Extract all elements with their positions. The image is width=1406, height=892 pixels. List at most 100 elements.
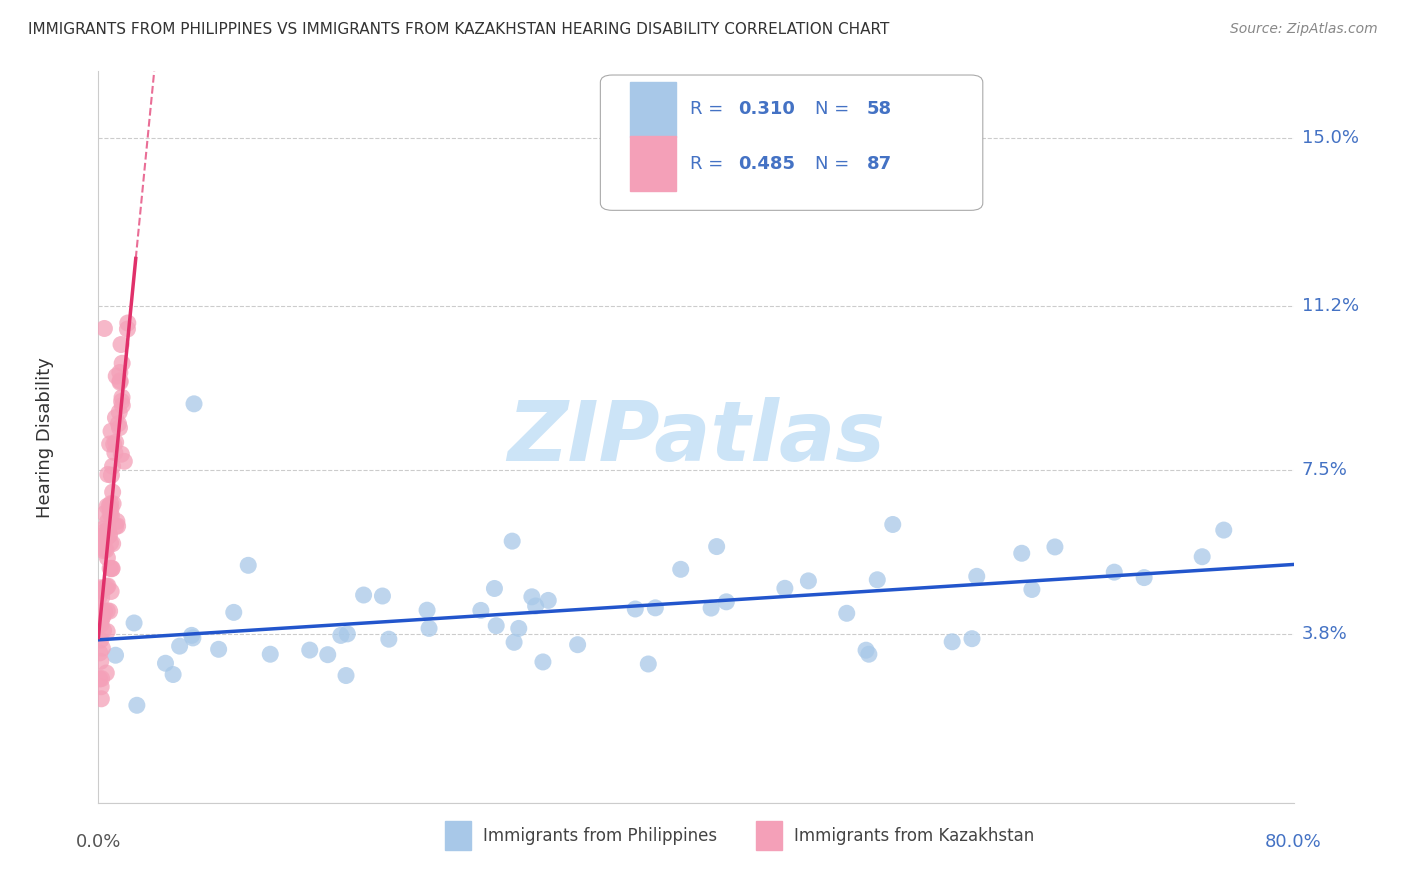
Point	[108, 366, 131, 380]
Point	[336, 627, 359, 641]
Point	[90, 691, 112, 706]
Point	[567, 638, 589, 652]
Bar	[630, 82, 676, 136]
Point	[93, 624, 115, 638]
Point	[418, 621, 440, 635]
Point	[169, 639, 191, 653]
Point	[112, 454, 135, 468]
Point	[98, 528, 121, 542]
Point	[855, 643, 877, 657]
Point	[624, 602, 647, 616]
Text: 7.5%: 7.5%	[1302, 461, 1348, 479]
Point	[93, 528, 115, 542]
Point	[117, 322, 139, 336]
Point	[716, 595, 738, 609]
Point	[96, 580, 118, 594]
Point	[125, 698, 148, 713]
Point	[1043, 540, 1066, 554]
Point	[105, 369, 128, 384]
Point	[637, 657, 659, 671]
Point	[91, 641, 114, 656]
Point	[537, 593, 560, 607]
Point	[101, 485, 124, 500]
Point	[524, 599, 547, 613]
Point	[105, 514, 128, 528]
Point	[298, 643, 321, 657]
Point	[111, 390, 134, 404]
Point	[1212, 523, 1234, 537]
Point	[96, 604, 118, 618]
Point	[89, 672, 111, 686]
Text: N =: N =	[815, 154, 855, 172]
Point	[501, 534, 523, 549]
Point	[96, 500, 118, 514]
Point	[470, 603, 492, 617]
Point	[97, 522, 120, 536]
Point	[111, 399, 134, 413]
Point	[98, 499, 121, 513]
Point	[104, 445, 127, 459]
Point	[1021, 582, 1043, 597]
Text: 0.310: 0.310	[738, 100, 794, 119]
Point	[100, 562, 122, 576]
Point	[485, 618, 508, 632]
Point	[1011, 546, 1033, 560]
Point	[96, 515, 118, 529]
Point	[104, 435, 127, 450]
Text: 0.485: 0.485	[738, 154, 794, 172]
Point	[101, 561, 124, 575]
Point	[104, 648, 127, 663]
Point	[1104, 565, 1126, 579]
Point	[329, 628, 352, 642]
Text: 80.0%: 80.0%	[1265, 833, 1322, 851]
Point	[669, 562, 692, 576]
Text: 0.0%: 0.0%	[76, 833, 121, 851]
Point	[183, 397, 205, 411]
Point	[531, 655, 554, 669]
Point	[107, 417, 129, 431]
Point	[98, 528, 121, 542]
Point	[89, 646, 111, 660]
Point	[98, 507, 121, 521]
Point	[797, 574, 820, 588]
Point	[90, 633, 112, 648]
Point	[96, 531, 118, 545]
Point	[1191, 549, 1213, 564]
Text: 87: 87	[868, 154, 891, 172]
Point	[882, 517, 904, 532]
Point	[96, 665, 118, 680]
Point	[89, 582, 111, 597]
Point	[91, 522, 114, 536]
Point	[335, 668, 357, 682]
Point	[94, 507, 117, 521]
Point	[155, 657, 177, 671]
Text: IMMIGRANTS FROM PHILIPPINES VS IMMIGRANTS FROM KAZAKHSTAN HEARING DISABILITY COR: IMMIGRANTS FROM PHILIPPINES VS IMMIGRANT…	[28, 22, 890, 37]
Point	[93, 541, 115, 556]
Point	[100, 584, 122, 599]
Text: R =: R =	[690, 100, 728, 119]
Text: Hearing Disability: Hearing Disability	[35, 357, 53, 517]
Point	[100, 536, 122, 550]
Text: ZIPatlas: ZIPatlas	[508, 397, 884, 477]
Point	[98, 437, 121, 451]
FancyBboxPatch shape	[600, 75, 983, 211]
Text: 3.8%: 3.8%	[1302, 625, 1347, 643]
Point	[773, 582, 796, 596]
Point	[508, 621, 530, 635]
Point	[91, 611, 114, 625]
Point	[90, 680, 112, 694]
Point	[378, 632, 401, 647]
Point	[93, 530, 115, 544]
Point	[484, 582, 506, 596]
Point	[94, 581, 117, 595]
Point	[108, 376, 131, 390]
Point	[181, 631, 204, 645]
Point	[858, 647, 880, 661]
Point	[941, 634, 963, 648]
Point	[100, 508, 122, 523]
Point	[503, 635, 526, 649]
Point	[110, 394, 132, 409]
Point	[103, 437, 125, 451]
Point	[111, 356, 134, 370]
Point	[93, 524, 115, 539]
